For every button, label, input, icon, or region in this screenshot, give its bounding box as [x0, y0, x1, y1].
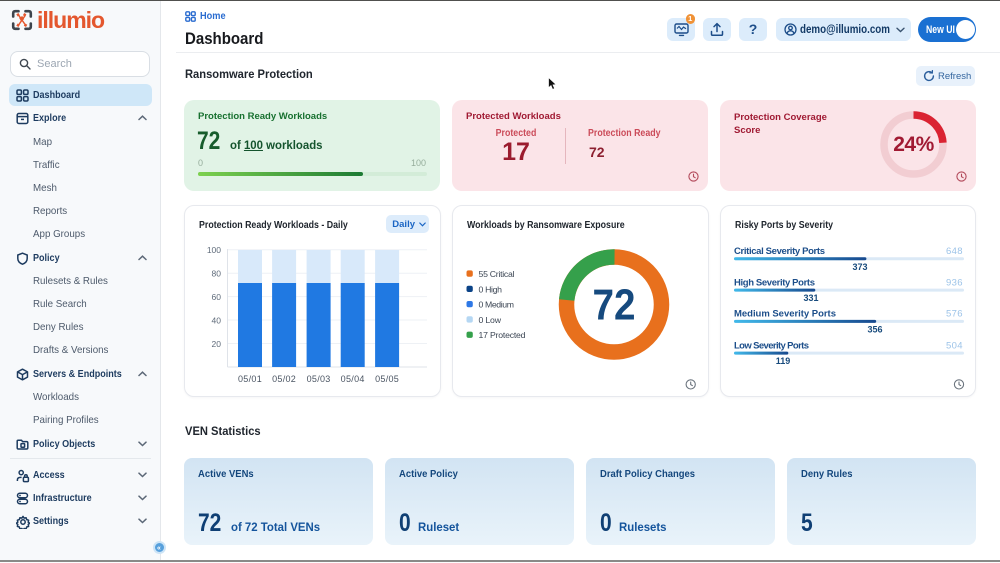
svg-text:648: 648 — [946, 246, 963, 257]
svg-text:356: 356 — [867, 324, 882, 334]
svg-text:05/01: 05/01 — [238, 374, 262, 384]
svg-text:17 Protected: 17 Protected — [479, 330, 526, 340]
svg-text:72: 72 — [593, 281, 636, 330]
svg-text:119: 119 — [776, 356, 791, 366]
svg-text:60: 60 — [212, 292, 222, 302]
svg-text:0 Low: 0 Low — [479, 315, 502, 325]
svg-text:0 High: 0 High — [479, 284, 503, 294]
svg-text:Low Severity Ports: Low Severity Ports — [734, 341, 809, 352]
svg-text:576: 576 — [946, 309, 963, 320]
svg-text:40: 40 — [212, 315, 222, 325]
svg-text:Critical Severity Ports: Critical Severity Ports — [734, 246, 825, 257]
svg-text:373: 373 — [852, 262, 867, 272]
svg-text:55 Critical: 55 Critical — [479, 269, 515, 279]
svg-text:936: 936 — [946, 277, 963, 288]
svg-text:80: 80 — [212, 269, 222, 279]
svg-text:05/03: 05/03 — [307, 374, 331, 384]
svg-text:05/05: 05/05 — [375, 374, 399, 384]
svg-text:0 Medium: 0 Medium — [479, 300, 515, 310]
svg-text:Medium Severity Ports: Medium Severity Ports — [734, 309, 836, 320]
svg-text:High Severity Ports: High Severity Ports — [734, 277, 815, 288]
svg-text:100: 100 — [207, 245, 221, 255]
svg-text:331: 331 — [803, 293, 818, 303]
svg-text:20: 20 — [212, 339, 222, 349]
svg-text:05/04: 05/04 — [341, 374, 365, 384]
svg-text:05/02: 05/02 — [272, 374, 296, 384]
svg-text:504: 504 — [946, 341, 963, 352]
